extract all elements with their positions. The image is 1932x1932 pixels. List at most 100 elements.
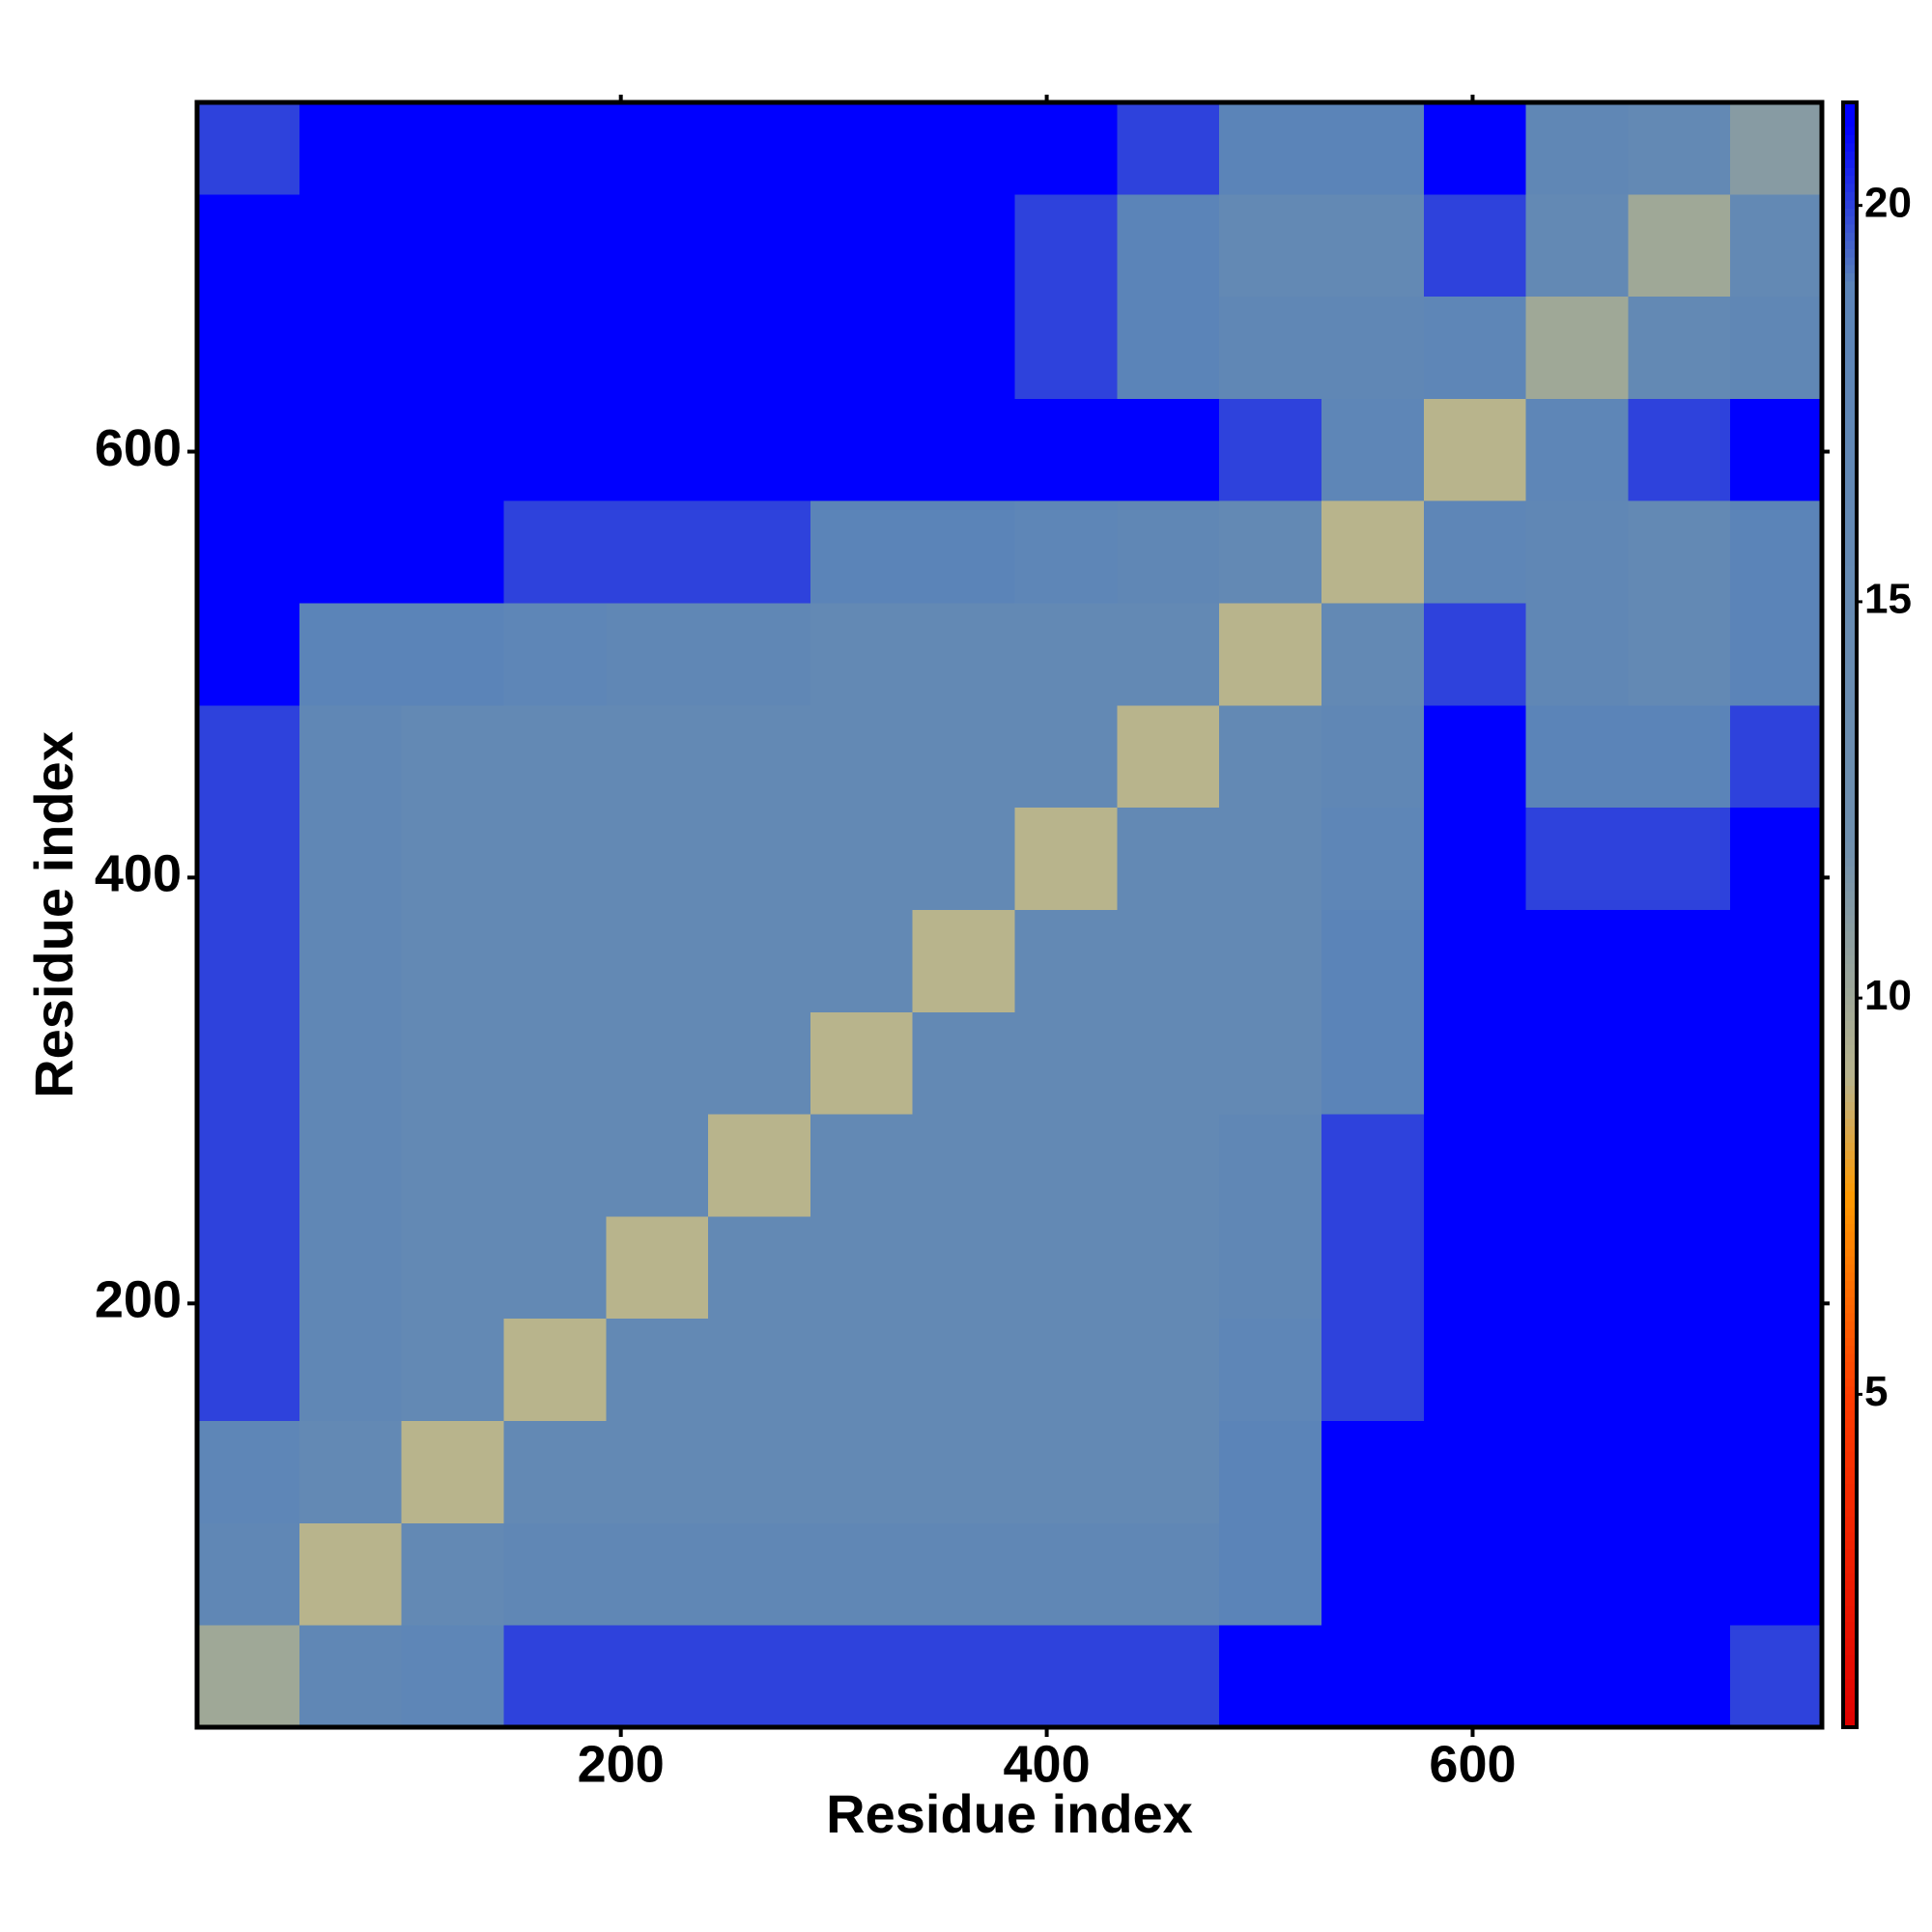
- colorbar-segment: [1843, 1109, 1857, 1119]
- colorbar-segment: [1843, 1402, 1857, 1411]
- colorbar-segment: [1843, 817, 1857, 826]
- heatmap-cell: [1014, 603, 1118, 706]
- colorbar-segment: [1843, 1466, 1857, 1476]
- heatmap-cell: [708, 1318, 811, 1422]
- colorbar-segment: [1843, 809, 1857, 818]
- colorbar-segment: [1843, 134, 1857, 144]
- heatmap-cell: [810, 1011, 914, 1115]
- colorbar-segment: [1843, 118, 1857, 128]
- heatmap-cell: [1525, 1420, 1629, 1523]
- heatmap-cell: [1014, 1114, 1118, 1217]
- heatmap-cell: [401, 603, 504, 706]
- heatmap-cell: [503, 1215, 607, 1320]
- heatmap-cell: [1014, 807, 1118, 910]
- colorbar-segment: [1843, 460, 1857, 469]
- heatmap-cell: [298, 296, 403, 399]
- colorbar-segment: [1843, 175, 1857, 185]
- colorbar-segment: [1843, 451, 1857, 461]
- heatmap-cell: [810, 1114, 914, 1217]
- colorbar-segment: [1843, 1410, 1857, 1419]
- heatmap-cell: [810, 296, 914, 399]
- heatmap-cell: [708, 1114, 811, 1217]
- heatmap-cell: [1628, 1318, 1731, 1422]
- heatmap-cell: [1219, 1625, 1322, 1728]
- heatmap-cell: [298, 500, 403, 604]
- heatmap-cell: [1219, 193, 1322, 298]
- heatmap-cell: [1219, 1318, 1322, 1422]
- heatmap-cell: [1423, 807, 1527, 910]
- colorbar-segment: [1843, 939, 1857, 949]
- colorbar-segment: [1843, 1711, 1857, 1720]
- heatmap-cell: [197, 1625, 300, 1728]
- colorbar-segment: [1843, 354, 1857, 363]
- heatmap-cell: [1014, 398, 1118, 501]
- heatmap-cell: [912, 1011, 1016, 1115]
- colorbar-segment: [1843, 598, 1857, 607]
- heatmap-cell: [606, 1011, 709, 1115]
- heatmap-cell: [197, 704, 300, 809]
- colorbar-segment: [1843, 906, 1857, 916]
- colorbar-segment: [1843, 272, 1857, 282]
- heatmap-cell: [401, 1420, 504, 1523]
- heatmap-cell: [1014, 909, 1118, 1012]
- colorbar-segment: [1843, 1118, 1857, 1127]
- heatmap-cell: [708, 603, 811, 706]
- heatmap-cell: [606, 909, 709, 1012]
- colorbar-segment: [1843, 866, 1857, 875]
- heatmap-cell: [1321, 1318, 1425, 1422]
- heatmap-cell: [197, 500, 300, 604]
- colorbar-segment: [1843, 362, 1857, 372]
- colorbar-segment: [1843, 1175, 1857, 1184]
- heatmap-cell: [298, 1114, 403, 1217]
- heatmap-cell: [298, 1215, 403, 1320]
- colorbar-segment: [1843, 825, 1857, 835]
- colorbar-segment: [1843, 1061, 1857, 1070]
- colorbar-segment: [1843, 516, 1857, 526]
- heatmap-cell: [298, 1011, 403, 1115]
- heatmap-cell: [810, 704, 914, 809]
- colorbar-segment: [1843, 484, 1857, 494]
- heatmap-cell: [1219, 500, 1322, 604]
- heatmap-cell: [912, 398, 1016, 501]
- y-tick-label: 400: [95, 845, 182, 903]
- colorbar-segment: [1843, 256, 1857, 266]
- heatmap-cell: [606, 398, 709, 501]
- heatmap-cell: [708, 1625, 811, 1728]
- heatmap-cell: [708, 807, 811, 910]
- heatmap-cell: [1321, 1522, 1425, 1626]
- heatmap-cell: [298, 102, 403, 195]
- colorbar-segment: [1843, 305, 1857, 315]
- colorbar-segment: [1843, 646, 1857, 656]
- colorbar-segment: [1843, 1385, 1857, 1395]
- colorbar-segment: [1843, 411, 1857, 420]
- colorbar-segment: [1843, 890, 1857, 899]
- heatmap-cell: [606, 1625, 709, 1728]
- heatmap-cell: [1628, 807, 1731, 910]
- heatmap-cell: [1525, 807, 1629, 910]
- heatmap-cell: [606, 102, 709, 195]
- colorbar-segment: [1843, 923, 1857, 932]
- heatmap-cell: [1321, 1420, 1425, 1523]
- heatmap-cell: [1219, 807, 1322, 910]
- heatmap-cell: [1628, 296, 1731, 399]
- heatmap-cell: [197, 1420, 300, 1523]
- colorbar-segment: [1843, 1637, 1857, 1647]
- heatmap-cell: [298, 704, 403, 809]
- colorbar-segment: [1843, 849, 1857, 859]
- heatmap-cell: [1628, 1522, 1731, 1626]
- colorbar-segment: [1843, 1435, 1857, 1444]
- heatmap-cell: [912, 909, 1016, 1012]
- colorbar-segment: [1843, 735, 1857, 745]
- heatmap-cell: [606, 1420, 709, 1523]
- heatmap-cell: [912, 1318, 1016, 1422]
- colorbar-tick-label: 15: [1864, 576, 1912, 623]
- colorbar-segment: [1843, 1085, 1857, 1094]
- heatmap-cell: [1117, 1625, 1220, 1728]
- colorbar-segment: [1843, 1011, 1857, 1021]
- colorbar-segment: [1843, 1556, 1857, 1566]
- heatmap-cell: [197, 807, 300, 910]
- colorbar-segment: [1843, 727, 1857, 737]
- colorbar-segment: [1843, 1321, 1857, 1330]
- plot-frame: [194, 99, 1825, 1730]
- heatmap-cell: [1321, 398, 1425, 501]
